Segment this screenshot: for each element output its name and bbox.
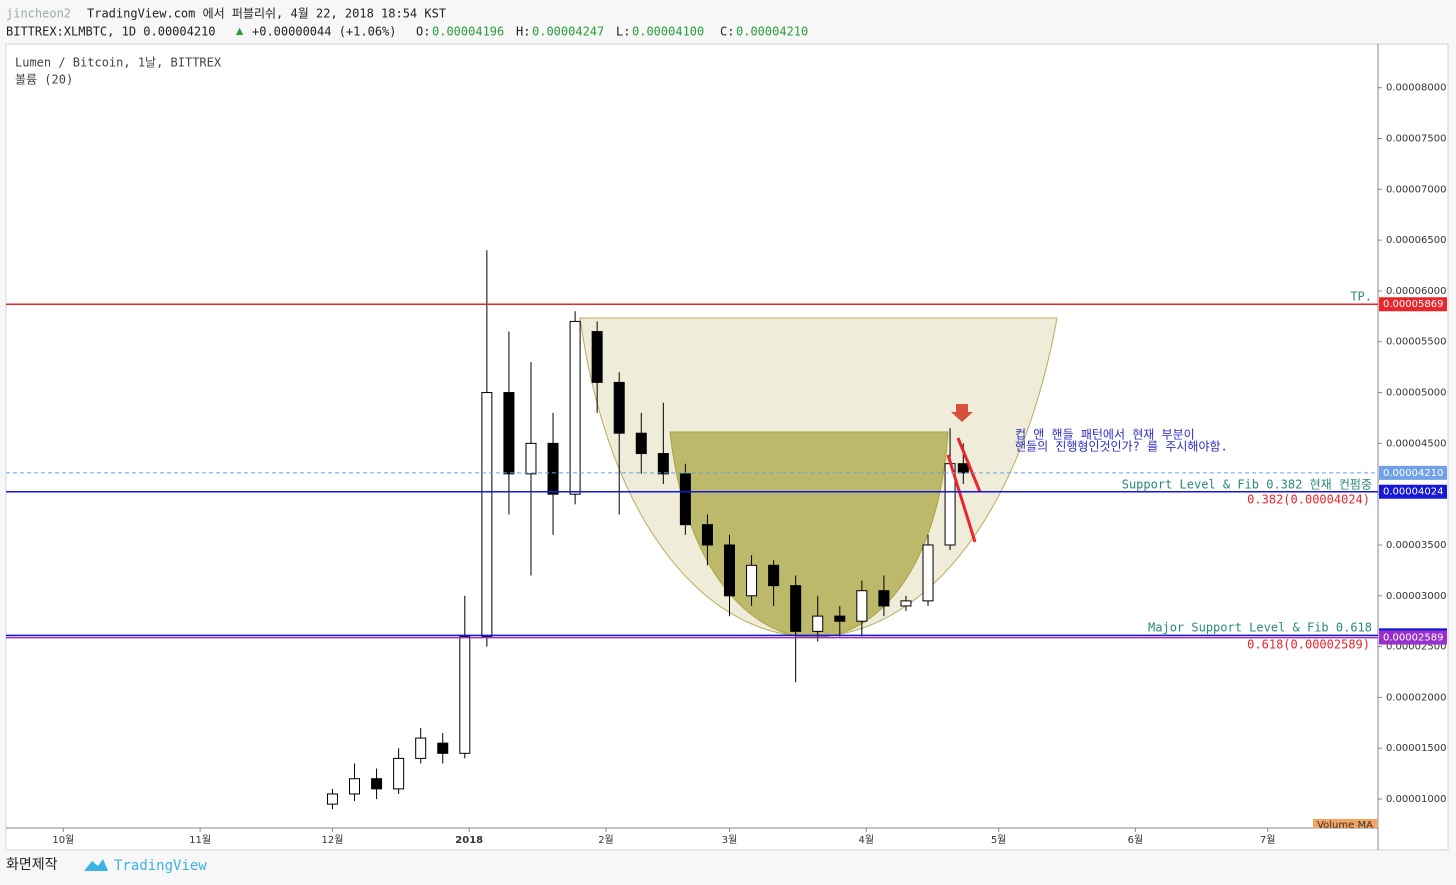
- candle-body: [768, 564, 780, 587]
- fib-label: 0.382(0.00004024): [1247, 493, 1370, 507]
- candle-body: [437, 742, 449, 754]
- y-tick-label: 0.00003000: [1386, 591, 1446, 602]
- volume-ma-label: Volume MA: [1317, 820, 1373, 831]
- c-label: C:: [720, 25, 734, 39]
- candle-body: [326, 793, 338, 805]
- candle-body: [503, 392, 515, 475]
- candle-body: [922, 544, 934, 602]
- y-tick-label: 0.00008000: [1386, 83, 1446, 94]
- tp-label: TP.: [1350, 290, 1372, 304]
- x-tick-label: 4월: [858, 834, 874, 846]
- y-tick-label: 0.00002000: [1386, 692, 1446, 703]
- author[interactable]: jincheon2: [6, 7, 71, 21]
- down-arrow: [951, 404, 973, 422]
- note: 컵 앤 핸들 패턴에서 현재 부분이: [1015, 427, 1195, 442]
- y-tick-label: 0.00004500: [1386, 438, 1446, 449]
- x-tick-label: 2018: [455, 835, 483, 846]
- y-tick-label: 0.00006000: [1386, 286, 1446, 297]
- price-tag-label: 0.00002589: [1383, 633, 1443, 644]
- candle-body: [878, 590, 890, 607]
- price-tag: [1379, 484, 1447, 499]
- o-label: O:: [416, 25, 430, 39]
- change-arrow: ▲: [236, 24, 244, 38]
- price-tag-label: 0.00004210: [1383, 468, 1443, 479]
- support-label: Major Support Level & Fib 0.618: [1148, 621, 1372, 635]
- candle-body: [613, 381, 625, 434]
- candle-body: [415, 737, 427, 759]
- footer-caption: 화면제작: [6, 857, 58, 873]
- candle-body: [900, 600, 912, 607]
- change: +0.00000044 (+1.06%): [252, 25, 397, 39]
- candle-body: [591, 331, 603, 383]
- candle-body: [723, 544, 735, 597]
- footer-brand[interactable]: TradingView: [114, 858, 207, 874]
- y-tick-label: 0.00002500: [1386, 642, 1446, 653]
- price-tag: [1379, 465, 1447, 480]
- candle-body: [679, 473, 691, 526]
- symbol: BITTREX:XLMBTC, 1D 0.00004210: [6, 25, 216, 39]
- x-tick-label: 2월: [598, 834, 614, 846]
- y-tick-label: 0.00007500: [1386, 134, 1446, 145]
- candle-body: [635, 432, 647, 455]
- y-tick-label: 0.00007000: [1386, 184, 1446, 195]
- x-tick-label: 6월: [1128, 834, 1144, 846]
- candle-body: [371, 778, 383, 790]
- x-tick-label: 3월: [722, 834, 738, 846]
- candle-body: [834, 615, 846, 622]
- h-value: 0.00004247: [532, 25, 604, 39]
- price-tag-label: 0.00005869: [1383, 299, 1443, 310]
- y-tick-label: 0.00001000: [1386, 794, 1446, 805]
- candle-body: [459, 635, 471, 754]
- y-tick-label: 0.00001500: [1386, 743, 1446, 754]
- candle-body: [393, 757, 405, 790]
- candle-body: [812, 615, 824, 632]
- o-value: 0.00004196: [432, 25, 504, 39]
- l-label: L:: [616, 25, 630, 39]
- y-tick-label: 0.00005000: [1386, 388, 1446, 399]
- candle-body: [481, 392, 493, 637]
- x-tick-label: 5월: [991, 834, 1007, 846]
- candle-body: [746, 564, 758, 597]
- candle-body: [790, 585, 802, 632]
- published: TradingView.com 에서 퍼블리쉬, 4월 22, 2018 18:…: [87, 7, 446, 21]
- brand-logo: [84, 859, 108, 871]
- volume-label: 볼륨 (20): [15, 73, 73, 87]
- note: 핸들의 진행형인것인가? 를 주시해야함.: [1015, 439, 1228, 454]
- candle-body: [569, 320, 581, 495]
- legend-title: Lumen / Bitcoin, 1날, BITTREX: [15, 56, 222, 70]
- support-label: Support Level & Fib 0.382 현재 컨펌중: [1122, 478, 1372, 492]
- price-tag: [1379, 297, 1447, 312]
- handle-line: [946, 454, 977, 543]
- h-label: H:: [516, 25, 530, 39]
- volume-ma-tag: [1313, 819, 1377, 828]
- fib-label: 0.618(0.00002589): [1247, 638, 1370, 652]
- candle-body: [657, 453, 669, 475]
- x-tick-label: 7월: [1260, 834, 1276, 846]
- candles: [326, 250, 969, 810]
- candle-body: [701, 524, 713, 546]
- price-tag: [1379, 630, 1447, 645]
- y-tick-label: 0.00006500: [1386, 235, 1446, 246]
- candle-body: [525, 442, 537, 475]
- y-tick-label: 0.00003500: [1386, 540, 1446, 551]
- y-tick-label: 0.00005500: [1386, 337, 1446, 348]
- x-tick-label: 10월: [52, 834, 74, 846]
- x-tick-label: 12월: [321, 834, 343, 846]
- candle-body: [547, 442, 559, 495]
- l-value: 0.00004100: [632, 25, 704, 39]
- candle-body: [957, 463, 969, 474]
- price-tag-label: 0.00004024: [1383, 487, 1443, 498]
- handle-line: [956, 437, 982, 493]
- candle-body: [349, 778, 361, 795]
- x-tick-label: 11월: [189, 834, 211, 846]
- c-value: 0.00004210: [736, 25, 808, 39]
- candle-body: [856, 590, 868, 622]
